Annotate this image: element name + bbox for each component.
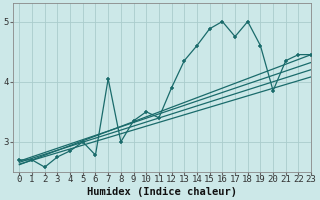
X-axis label: Humidex (Indice chaleur): Humidex (Indice chaleur) [87, 186, 237, 197]
